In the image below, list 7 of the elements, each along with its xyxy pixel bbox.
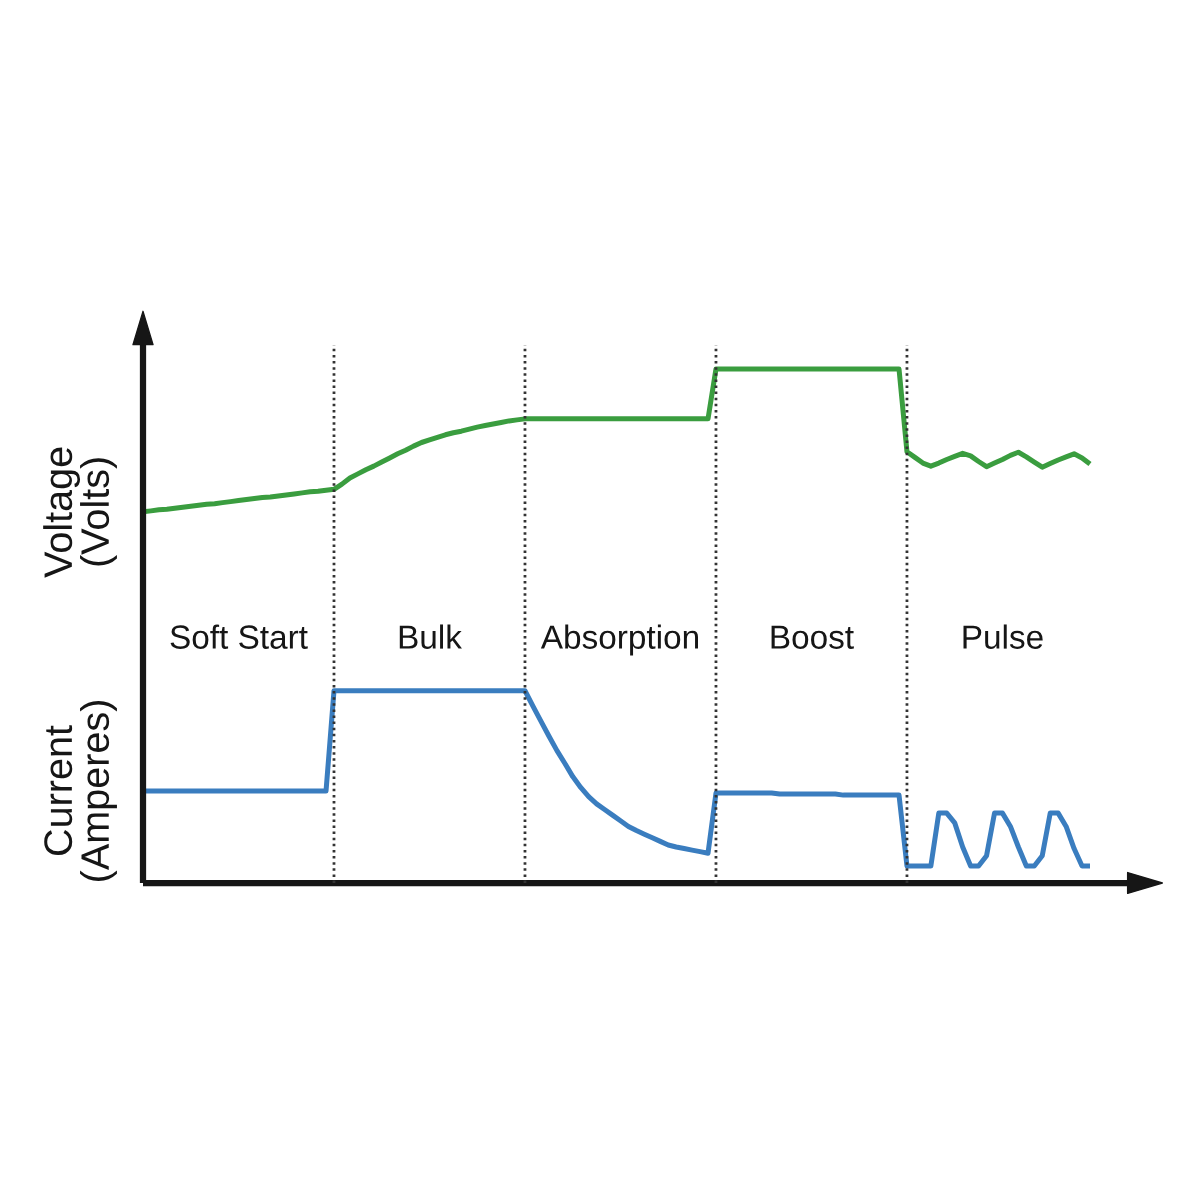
x-tick-label: Bulk [399, 624, 462, 649]
x-tick-label: Soft Start [170, 624, 308, 649]
x-tick-label: Absorption [540, 624, 698, 656]
x-tick-label: Boost [771, 625, 854, 649]
text: Voltage (Volts) [43, 447, 117, 578]
text: Current (Amperes) [44, 701, 117, 881]
x-tick-label: Pulse [963, 624, 1043, 649]
